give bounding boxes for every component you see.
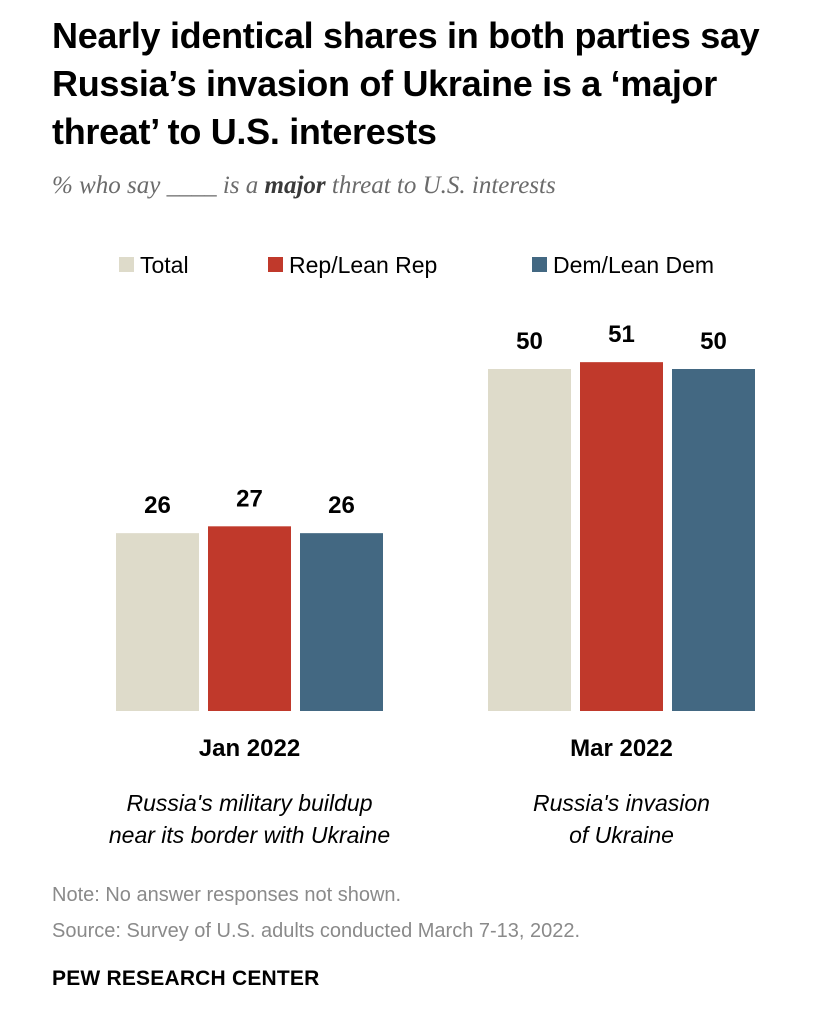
data-label: 50 <box>700 328 727 355</box>
bar <box>300 533 383 711</box>
legend-swatch <box>119 257 134 272</box>
data-label: 26 <box>144 492 171 519</box>
data-label: 26 <box>328 492 355 519</box>
subtitle-emphasis: major <box>264 172 326 199</box>
chart-subtitle: % who say ____ is a major threat to U.S.… <box>52 172 556 200</box>
category-label: Mar 2022 <box>570 735 673 762</box>
note-text: Note: No answer responses not shown. <box>52 884 402 906</box>
category-description: near its border with Ukraine <box>109 822 390 848</box>
bar-chart: Total Rep/Lean Rep Dem/Lean Dem 26 27 26 Jan 2… <box>109 252 755 848</box>
legend-label: Total <box>140 252 189 278</box>
category-label: Jan 2022 <box>199 735 300 762</box>
category-description: of Ukraine <box>569 822 674 848</box>
bar <box>208 526 291 711</box>
brand-logo-text: PEW RESEARCH CENTER <box>52 967 320 990</box>
category-description: Russia's military buildup <box>127 790 373 816</box>
data-label: 50 <box>516 328 543 355</box>
bar <box>488 369 571 711</box>
bar <box>580 362 663 711</box>
legend-label: Rep/Lean Rep <box>289 252 437 278</box>
legend-swatch <box>532 257 547 272</box>
subtitle-prefix: % who say ____ is a <box>52 172 265 199</box>
bar <box>116 533 199 711</box>
source-text: Source: Survey of U.S. adults conducted … <box>52 920 581 942</box>
bar <box>672 369 755 711</box>
legend-swatch <box>268 257 283 272</box>
category-description: Russia's invasion <box>533 790 710 816</box>
data-label: 27 <box>236 485 263 512</box>
legend-label: Dem/Lean Dem <box>553 252 714 278</box>
chart-title: Nearly identical shares in both parties … <box>52 15 760 152</box>
data-label: 51 <box>608 321 635 348</box>
subtitle-suffix: threat to U.S. interests <box>325 172 556 199</box>
